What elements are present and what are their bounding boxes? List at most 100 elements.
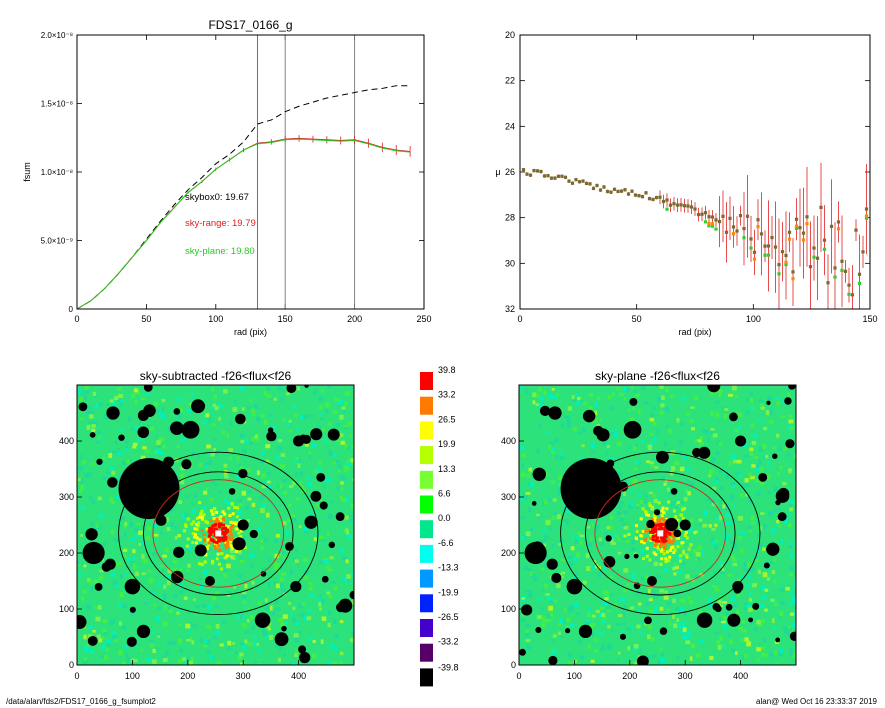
galaxy-pixel bbox=[651, 531, 655, 535]
noise-pixel bbox=[95, 616, 101, 622]
noise-pixel bbox=[102, 629, 107, 633]
noise-pixel bbox=[602, 615, 607, 620]
noise-pixel bbox=[714, 523, 718, 528]
noise-pixel bbox=[789, 553, 794, 559]
noise-pixel bbox=[634, 661, 637, 665]
galaxy-pixel bbox=[684, 531, 688, 535]
galaxy-pixel bbox=[225, 528, 229, 532]
galaxy-pixel bbox=[195, 516, 199, 520]
noise-pixel bbox=[608, 394, 611, 400]
noise-pixel bbox=[611, 429, 616, 433]
galaxy-pixel bbox=[670, 541, 674, 545]
galaxy-pixel bbox=[647, 529, 651, 533]
noise-pixel bbox=[209, 654, 214, 660]
galaxy-pixel bbox=[659, 562, 663, 566]
noise-pixel bbox=[722, 504, 726, 509]
galaxy-pixel bbox=[669, 536, 673, 540]
noise-pixel bbox=[327, 622, 331, 628]
mask-blob bbox=[281, 625, 287, 632]
noise-pixel bbox=[678, 505, 683, 509]
data-point bbox=[574, 178, 578, 182]
noise-pixel bbox=[264, 447, 270, 450]
galaxy-pixel bbox=[650, 518, 654, 522]
noise-pixel bbox=[584, 618, 590, 622]
noise-pixel bbox=[766, 577, 770, 581]
noise-pixel bbox=[292, 661, 296, 665]
noise-pixel bbox=[630, 625, 634, 629]
noise-pixel bbox=[82, 626, 87, 629]
noise-pixel bbox=[342, 556, 348, 561]
noise-pixel bbox=[646, 655, 650, 660]
noise-pixel bbox=[144, 449, 150, 454]
noise-pixel bbox=[793, 582, 796, 586]
noise-pixel bbox=[92, 420, 98, 425]
noise-pixel bbox=[731, 596, 735, 601]
noise-pixel bbox=[723, 624, 728, 630]
noise-pixel bbox=[297, 630, 302, 635]
noise-pixel bbox=[266, 512, 270, 518]
noise-pixel bbox=[288, 419, 292, 423]
noise-pixel bbox=[549, 600, 554, 603]
noise-pixel bbox=[558, 485, 562, 491]
noise-pixel bbox=[185, 657, 190, 662]
noise-pixel bbox=[316, 467, 322, 472]
galaxy-pixel bbox=[213, 533, 217, 537]
galaxy-pixel bbox=[676, 545, 680, 549]
galaxy-pixel bbox=[225, 554, 229, 558]
noise-pixel bbox=[236, 614, 240, 620]
noise-pixel bbox=[178, 658, 183, 664]
galaxy-pixel bbox=[207, 529, 211, 533]
galaxy-pixel bbox=[228, 530, 232, 534]
noise-pixel bbox=[744, 478, 749, 483]
data-point bbox=[805, 215, 809, 219]
noise-pixel bbox=[275, 607, 281, 611]
noise-pixel bbox=[763, 455, 766, 460]
noise-pixel bbox=[787, 468, 793, 472]
noise-pixel bbox=[308, 455, 311, 459]
galaxy-pixel bbox=[627, 532, 631, 536]
galaxy-pixel bbox=[198, 515, 202, 519]
noise-pixel bbox=[604, 532, 608, 538]
noise-pixel bbox=[622, 589, 628, 593]
noise-pixel bbox=[572, 397, 577, 402]
noise-pixel bbox=[783, 446, 788, 451]
noise-pixel bbox=[345, 391, 350, 396]
footer-timestamp: alan@ Wed Oct 16 23:33:37 2019 bbox=[756, 697, 877, 706]
y-axis-label: fsum bbox=[22, 162, 32, 182]
noise-pixel bbox=[521, 612, 526, 617]
noise-pixel bbox=[638, 652, 642, 656]
noise-pixel bbox=[527, 568, 533, 572]
noise-pixel bbox=[760, 481, 765, 486]
noise-pixel bbox=[242, 579, 247, 583]
noise-pixel bbox=[274, 599, 279, 604]
noise-pixel bbox=[112, 634, 117, 640]
noise-pixel bbox=[273, 438, 278, 442]
noise-pixel bbox=[690, 406, 695, 409]
noise-pixel bbox=[520, 498, 525, 502]
data-point bbox=[829, 224, 834, 228]
noise-pixel bbox=[182, 657, 187, 662]
noise-pixel bbox=[638, 630, 643, 635]
data-point bbox=[612, 187, 617, 191]
noise-pixel bbox=[296, 497, 300, 501]
noise-pixel bbox=[267, 582, 271, 587]
galaxy-pixel bbox=[672, 509, 676, 513]
noise-pixel bbox=[684, 553, 689, 557]
mask-blob bbox=[124, 578, 141, 595]
data-point bbox=[521, 168, 526, 172]
colorbar-label: -26.5 bbox=[438, 612, 459, 622]
noise-pixel bbox=[340, 475, 345, 480]
noise-pixel bbox=[732, 543, 737, 548]
y-tick-label: 5.0×10⁻⁹ bbox=[41, 237, 73, 246]
noise-pixel bbox=[749, 447, 754, 452]
noise-pixel bbox=[721, 500, 726, 504]
noise-pixel bbox=[615, 387, 621, 390]
noise-pixel bbox=[664, 590, 668, 594]
galaxy-pixel bbox=[195, 536, 199, 540]
noise-pixel bbox=[130, 521, 133, 525]
noise-pixel bbox=[179, 589, 184, 594]
noise-pixel bbox=[232, 641, 235, 645]
noise-pixel bbox=[105, 647, 109, 653]
galaxy-pixel bbox=[186, 517, 190, 521]
